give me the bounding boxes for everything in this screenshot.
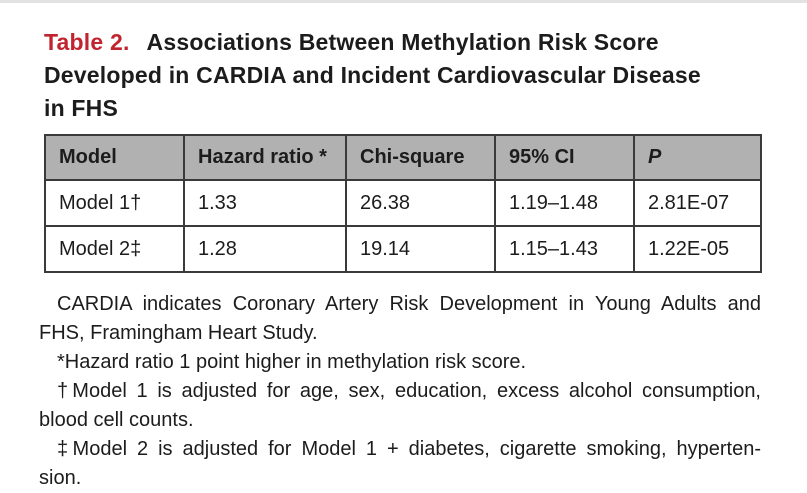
table-title-line-3: in FHS (44, 95, 119, 121)
column-header-model: Model (44, 134, 185, 181)
footnote-abbreviations-line-2: FHS, Framingham Heart Study. (39, 322, 318, 344)
table-row-model-1: Model 1† 1.33 26.38 1.19–1.48 2.81E-07 (44, 179, 762, 227)
top-divider (0, 0, 807, 3)
footnote-double-dagger-line-2: sion. (39, 467, 82, 489)
column-header-p-value: P (633, 134, 762, 181)
footnote-double-dagger-line-1: ‡Model 2 is adjusted for Model 1 + diabe… (57, 438, 761, 460)
footnote-dagger-line-2: blood cell counts. (39, 409, 194, 431)
paper-table-figure: Table 2. Associations Between Methylation… (0, 26, 807, 493)
cell-model-1-ci: 1.19–1.48 (494, 179, 635, 227)
cell-model-1-hazard-ratio: 1.33 (183, 179, 347, 227)
cell-model-2-chi-square: 19.14 (345, 225, 496, 273)
column-header-hazard-ratio: Hazard ratio * (183, 134, 347, 181)
table-title-line-1: Table 2. Associations Between Methylation… (44, 26, 769, 59)
cell-model-2-name: Model 2‡ (44, 225, 185, 273)
footnote-abbreviations-line-1: CARDIA indicates Coronary Artery Risk De… (57, 293, 761, 315)
column-header-chi-square: Chi-square (345, 134, 496, 181)
table-title-text-1: Associations Between Methylation Risk Sc… (146, 29, 659, 55)
cell-model-2-p-value: 1.22E-05 (633, 225, 762, 273)
table-number-label: Table 2. (44, 29, 130, 55)
table-title-line-2: Developed in CARDIA and Incident Cardiov… (44, 62, 701, 88)
cell-model-2-ci: 1.15–1.43 (494, 225, 635, 273)
table-title: Table 2. Associations Between Methylation… (44, 26, 769, 125)
table-footnotes: CARDIA indicates Coronary Artery Risk De… (39, 290, 761, 493)
column-header-95-ci: 95% CI (494, 134, 635, 181)
cell-model-1-name: Model 1† (44, 179, 185, 227)
footnote-asterisk: *Hazard ratio 1 point higher in methylat… (57, 351, 527, 373)
cell-model-1-p-value: 2.81E-07 (633, 179, 762, 227)
footnote-dagger-line-1: †Model 1 is adjusted for age, sex, educa… (57, 380, 761, 402)
cell-model-2-hazard-ratio: 1.28 (183, 225, 347, 273)
results-table: Model Hazard ratio * Chi-square 95% CI P… (44, 134, 762, 273)
cell-model-1-chi-square: 26.38 (345, 179, 496, 227)
table-header-row: Model Hazard ratio * Chi-square 95% CI P (44, 134, 762, 181)
table-row-model-2: Model 2‡ 1.28 19.14 1.15–1.43 1.22E-05 (44, 225, 762, 273)
